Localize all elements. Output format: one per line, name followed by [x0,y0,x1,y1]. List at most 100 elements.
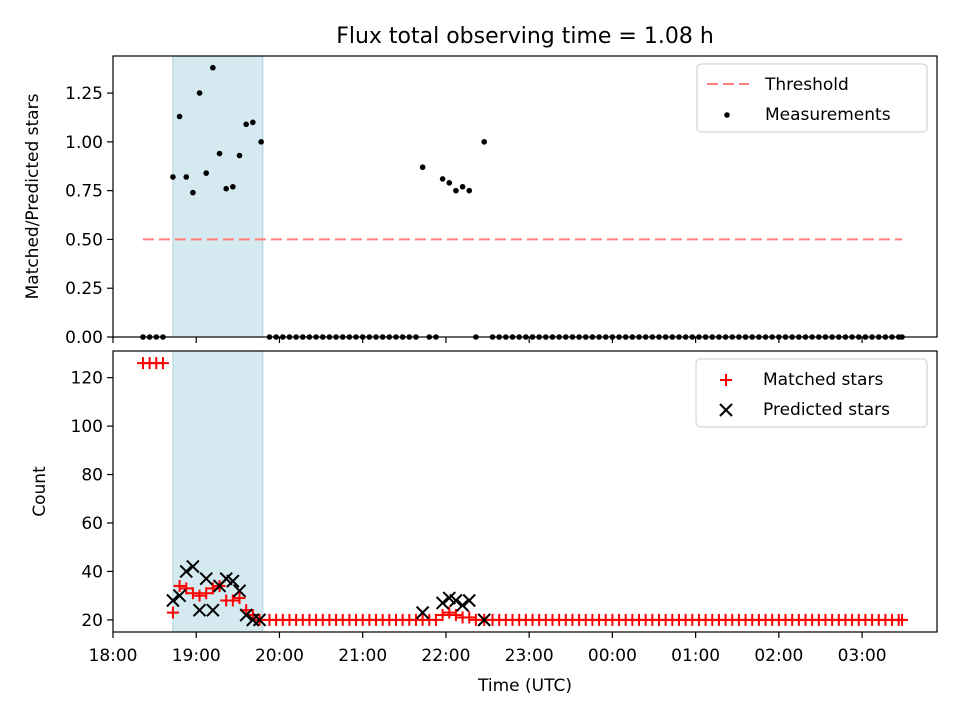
predicted-star-point [462,593,476,608]
y-tick-label: 100 [71,417,103,437]
chart-title: Flux total observing time = 1.08 h [336,24,714,49]
y-tick-label: 20 [81,611,103,631]
x-tick-label: 20:00 [255,646,304,666]
predicted-star-point [449,593,463,608]
observing-window-span [172,55,264,338]
top-legend: Threshold Measurements [696,63,928,133]
y-tick-label: 1.25 [65,84,103,104]
cross-stroke [719,403,733,417]
legend-predicted-swatch [719,403,733,417]
cross-stroke [186,559,200,574]
cross-stroke [239,608,253,622]
measurement-point [216,150,223,157]
predicted-star-point [477,613,491,627]
measurement-point [223,185,229,192]
x-tick-label: 03:00 [838,646,887,666]
predicted-star-point [239,608,253,622]
cross-stroke [435,596,450,610]
matched-star-point [463,611,476,624]
x-tick-label: 00:00 [588,646,637,666]
measurement-point [230,183,236,190]
cross-stroke [415,605,430,620]
y-axis-label: Count [30,466,50,517]
matched-star-point [226,594,239,607]
top-panel: 0.00 0.25 0.50 0.75 1.00 1.25 Matched/Predicte… [23,55,938,348]
measurement-point [236,152,243,159]
bottom-legend: Matched stars Predicted stars [695,358,928,428]
cross-stroke [232,584,247,598]
measurement-point [258,139,264,145]
legend-predicted-label: Predicted stars [763,400,890,420]
predicted-star-point [252,613,267,627]
legend-box [695,358,928,428]
legend-measurements-label: Measurements [765,105,891,125]
cross-stroke [462,593,476,608]
cross-stroke [192,603,207,617]
cross-stroke [449,593,463,608]
measurement-point [183,174,190,180]
matched-star-point [200,587,213,600]
cross-stroke [442,591,456,605]
cross-stroke [179,564,193,579]
matched-star-point [180,582,193,595]
measurement-point [196,90,203,96]
measurement-point [459,183,466,190]
cross-stroke [477,613,491,627]
cross-stroke [199,571,213,586]
x-tick-label: 02:00 [754,646,803,666]
cross-stroke [166,593,180,608]
predicted-star-point [186,559,200,574]
matched-star-point [233,592,246,605]
y-tick-label: 40 [81,562,103,582]
bottom-panel: 20 40 60 80 100 120 18:00 19:00 20:00 21:00 22:00 2… [30,350,938,696]
matched-star-point [193,589,206,602]
y-tick-label: 1.00 [65,133,103,153]
x-tick-label: 21:00 [338,646,387,666]
y-axis-label: Matched/Predicted stars [23,93,43,299]
bottom-axes-frame [112,350,938,633]
measurement-point [466,187,473,194]
cross-stroke [219,571,233,586]
predicted-star-point [192,603,207,617]
cross-stroke [206,603,220,617]
y-tick-label: 80 [81,466,103,486]
top-axes-frame [112,55,938,338]
cross-stroke [252,613,267,627]
measurement-point [176,113,183,120]
matched-star-point [449,609,462,622]
predicted-star-point [435,596,450,610]
x-axis-label: Time (UTC) [477,676,572,696]
predicted-star-point [172,588,187,603]
matched-star-point [443,606,456,619]
y-tick-label: 0.00 [65,328,103,348]
matched-star-point [156,357,169,370]
x-tick-label: 01:00 [671,646,720,666]
cross-stroke [172,588,187,603]
cross-stroke [226,574,240,588]
y-tick-label: 0.50 [65,230,103,250]
measurement-point [243,121,249,128]
x-tick-label: 18:00 [89,646,138,666]
x-tick-label: 23:00 [505,646,554,666]
matched-star-point [896,613,909,626]
measurement-point [203,170,210,176]
predicted-star-point [232,584,247,598]
matched-star-point [166,606,179,619]
predicted-star-point [415,605,430,620]
cross-stroke [455,598,470,613]
measurement-point [190,189,196,196]
measurement-point [453,187,459,194]
legend-box [696,63,928,133]
legend-matched-swatch [720,374,732,386]
measurement-point [170,174,176,180]
predicted-star-point [179,564,193,579]
y-tick-label: 60 [81,514,103,534]
matched-star-point [429,613,442,626]
y-tick-label: 0.75 [65,182,103,202]
x-tick-label: 22:00 [421,646,470,666]
measurement-point [419,164,426,171]
legend-threshold-label: Threshold [764,75,849,95]
y-tick-label: 0.25 [65,279,103,299]
matched-star-point [173,579,186,592]
